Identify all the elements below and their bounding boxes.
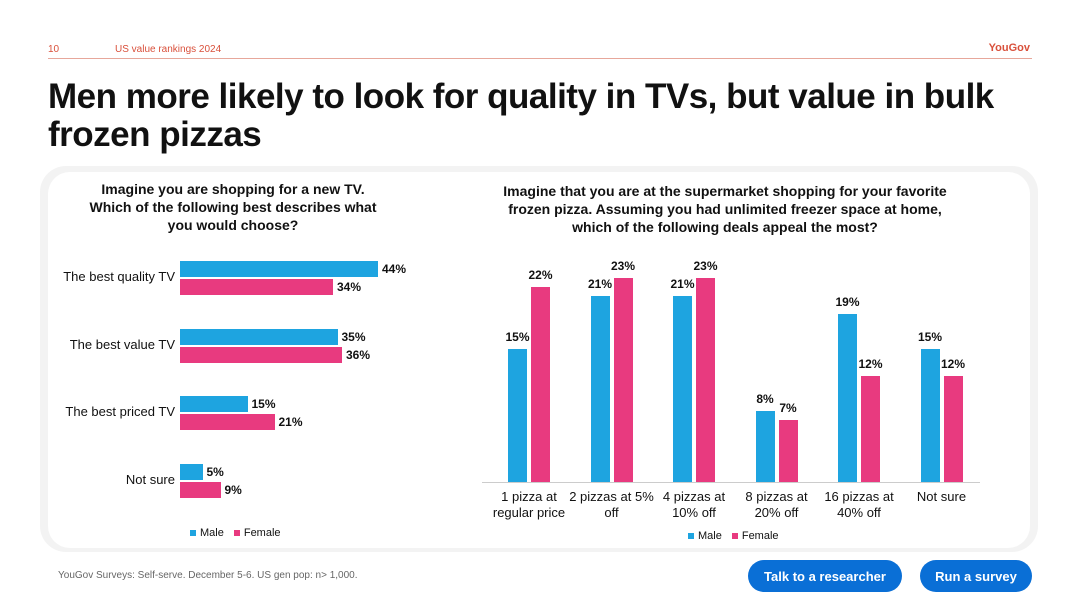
- data-label-female: 21%: [278, 415, 303, 429]
- bar-female: [613, 278, 633, 482]
- bar-male: [508, 349, 527, 482]
- bar-male: [838, 313, 857, 482]
- category-label: The best value TV: [69, 336, 175, 352]
- data-label-female: 34%: [337, 280, 362, 294]
- page-number: 10: [48, 44, 60, 55]
- male-swatch: [688, 533, 694, 539]
- section-label: US value rankings 2024: [115, 44, 222, 55]
- data-label-male: 35%: [341, 329, 366, 344]
- bar-female: [531, 287, 550, 482]
- talk-to-researcher-button[interactable]: Talk to a researcher: [748, 560, 902, 592]
- tv-legend: Male Female: [190, 527, 281, 539]
- bar-female: [861, 375, 880, 482]
- bar-female: [943, 375, 963, 482]
- category-label: 8 pizzas at 20% off: [745, 489, 808, 520]
- bar-male: [180, 328, 338, 345]
- data-label-male: 21%: [587, 276, 613, 291]
- data-label-male: 5%: [206, 464, 224, 479]
- female-swatch: [233, 530, 240, 536]
- pizza-x-axis: [482, 482, 980, 483]
- data-label-female: 22%: [528, 268, 553, 283]
- data-label-male: 15%: [251, 397, 276, 411]
- data-label-female: 12%: [940, 356, 966, 371]
- pizza-legend: Male Female: [688, 530, 779, 542]
- bar-male: [755, 411, 775, 482]
- data-label-male: 44%: [382, 262, 407, 276]
- female-swatch: [731, 533, 738, 539]
- data-label-female: 7%: [779, 400, 797, 415]
- category-label: The best priced TV: [65, 404, 175, 419]
- data-label-male: 19%: [835, 294, 860, 309]
- bar-female: [180, 414, 275, 430]
- category-label: 1 pizza at regular price: [492, 489, 566, 520]
- yougov-logo: YouGov: [988, 42, 1030, 54]
- bar-female: [778, 419, 798, 482]
- pizza-chart-title: Imagine that you are at the supermarket …: [503, 183, 947, 235]
- header-divider: [48, 58, 1032, 59]
- source-note: YouGov Surveys: Self-serve. December 5-6…: [58, 570, 358, 581]
- category-label: 2 pizzas at 5% off: [569, 489, 654, 520]
- bar-male: [180, 396, 248, 412]
- data-label-male: 8%: [756, 392, 774, 407]
- bar-male: [673, 295, 692, 482]
- data-label-male: 15%: [917, 330, 943, 345]
- bar-male: [180, 261, 378, 277]
- bar-male: [920, 349, 940, 482]
- category-label: 4 pizzas at 10% off: [662, 489, 726, 520]
- legend-female: Female: [243, 527, 281, 539]
- category-label: Not sure: [916, 489, 967, 504]
- bar-female: [180, 346, 342, 363]
- run-survey-button[interactable]: Run a survey: [920, 560, 1032, 592]
- data-label-female: 12%: [858, 356, 883, 371]
- tv-chart-title: Imagine you are shopping for a new TV. W…: [89, 181, 377, 233]
- bar-male: [590, 295, 610, 482]
- data-label-female: 23%: [610, 259, 636, 274]
- bar-female: [180, 279, 333, 295]
- data-label-female: 36%: [346, 347, 371, 362]
- category-label: Not sure: [125, 471, 175, 487]
- category-label: 16 pizzas at 40% off: [824, 489, 894, 520]
- bar-female: [696, 278, 715, 482]
- category-label: The best quality TV: [63, 269, 175, 284]
- data-label-male: 15%: [505, 330, 530, 345]
- data-label-female: 9%: [224, 482, 242, 497]
- legend-female: Female: [741, 530, 779, 542]
- bar-female: [180, 481, 221, 498]
- page-title: Men more likely to look for quality in T…: [48, 77, 994, 154]
- legend-male: Male: [200, 527, 224, 539]
- bar-male: [180, 463, 203, 480]
- legend-male: Male: [698, 530, 722, 542]
- male-swatch: [190, 530, 196, 536]
- data-label-female: 23%: [693, 259, 718, 274]
- data-label-male: 21%: [670, 276, 695, 291]
